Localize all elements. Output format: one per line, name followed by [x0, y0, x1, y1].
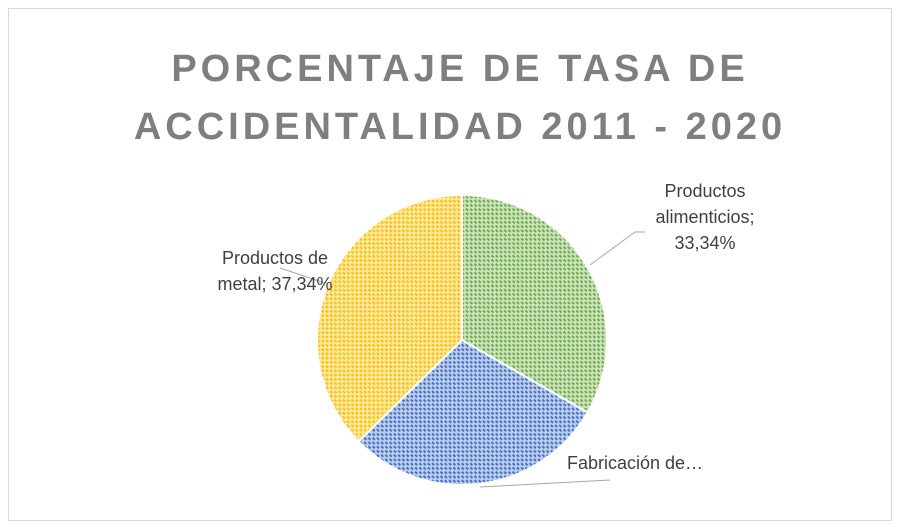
data-label: Fabricación de…: [566, 453, 704, 473]
leader-line: [589, 231, 645, 266]
chart-frame: [8, 8, 892, 521]
leader-line: [279, 267, 326, 284]
data-label: Productos de metal; 37,34%: [217, 248, 333, 294]
leader-line: [479, 479, 611, 488]
chart-title: PORCENTAJE DE TASA DE ACCIDENTALIDAD 201…: [133, 48, 787, 148]
pie-slice: [461, 193, 608, 414]
data-label: Productos alimenticios; 33,34%: [655, 181, 755, 253]
pie-slice: [357, 338, 589, 486]
pie-slice: [316, 193, 463, 443]
